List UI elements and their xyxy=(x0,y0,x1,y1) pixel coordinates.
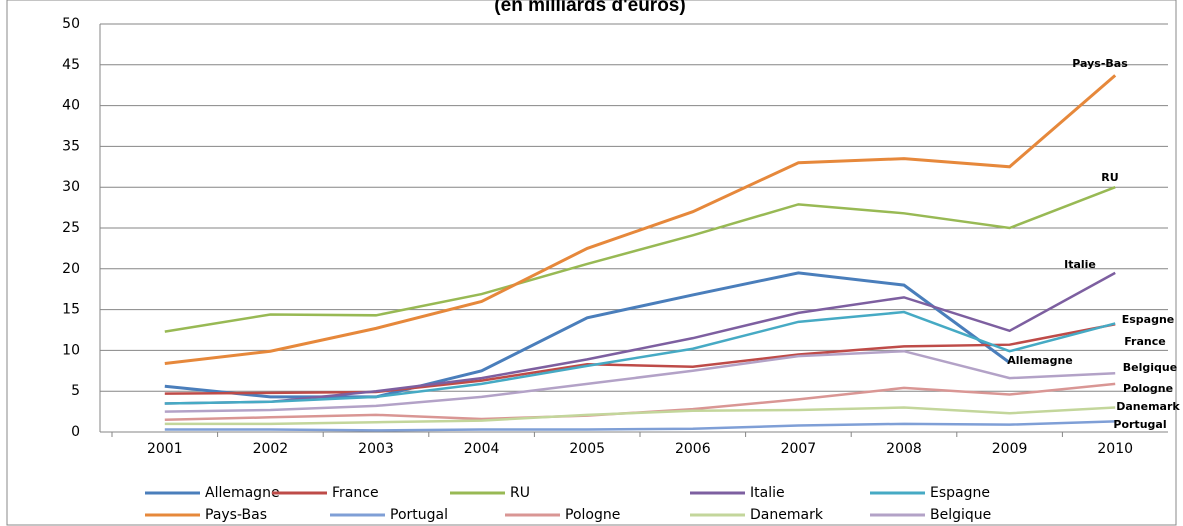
legend-label: Danemark xyxy=(750,507,824,523)
series-line xyxy=(164,349,1116,413)
x-tick-label: 2002 xyxy=(253,441,289,457)
series-line xyxy=(164,310,1116,405)
x-tick-label: 2010 xyxy=(1097,441,1133,457)
y-tick-label: 10 xyxy=(62,342,80,358)
end-label: France xyxy=(1124,335,1165,348)
legend-label: Pays-Bas xyxy=(205,507,267,523)
series-line xyxy=(164,74,1117,365)
y-tick-label: 25 xyxy=(62,220,80,236)
x-tick-label: 2006 xyxy=(675,441,711,457)
y-tick-label: 35 xyxy=(62,138,80,154)
legend-label: Belgique xyxy=(930,507,991,523)
series-line xyxy=(164,323,1116,395)
x-tick-label: 2009 xyxy=(992,441,1028,457)
end-label: Espagne xyxy=(1122,313,1175,326)
legend-label: France xyxy=(332,485,379,501)
y-tick-label: 50 xyxy=(62,16,80,32)
series-line xyxy=(164,420,1116,432)
x-tick-label: 2003 xyxy=(358,441,394,457)
legend-label: Allemagne xyxy=(205,485,280,501)
end-label: Belgique xyxy=(1123,361,1177,374)
series-line xyxy=(164,271,1116,405)
y-tick-label: 0 xyxy=(71,424,80,440)
legend-label: Italie xyxy=(750,485,785,501)
legend-label: Espagne xyxy=(930,485,990,501)
series-line xyxy=(164,406,1116,426)
y-tick-label: 45 xyxy=(62,57,80,73)
x-tick-label: 2007 xyxy=(781,441,817,457)
end-label: RU xyxy=(1101,171,1118,184)
x-tick-label: 2005 xyxy=(569,441,605,457)
x-tick-label: 2008 xyxy=(886,441,922,457)
end-label: Pologne xyxy=(1123,382,1173,395)
series-line xyxy=(164,186,1116,333)
end-label: Pays-Bas xyxy=(1072,57,1128,70)
chart-title: (en milliards d'euros) xyxy=(494,0,685,16)
end-label: Danemark xyxy=(1116,400,1180,413)
legend-label: Portugal xyxy=(390,507,448,523)
end-label: Italie xyxy=(1064,258,1096,271)
y-tick-label: 20 xyxy=(62,261,80,277)
legend-label: Pologne xyxy=(565,507,620,523)
y-tick-label: 30 xyxy=(62,179,80,195)
y-tick-label: 5 xyxy=(71,383,80,399)
legend-label: RU xyxy=(510,485,530,501)
series-line xyxy=(164,382,1116,422)
end-label: Portugal xyxy=(1113,418,1166,431)
x-tick-label: 2001 xyxy=(147,441,183,457)
end-label: Allemagne xyxy=(1007,354,1073,367)
series-line xyxy=(164,271,1011,399)
y-tick-label: 15 xyxy=(62,302,80,318)
y-tick-label: 40 xyxy=(62,98,80,114)
x-tick-label: 2004 xyxy=(464,441,500,457)
chart-frame xyxy=(6,0,1177,526)
